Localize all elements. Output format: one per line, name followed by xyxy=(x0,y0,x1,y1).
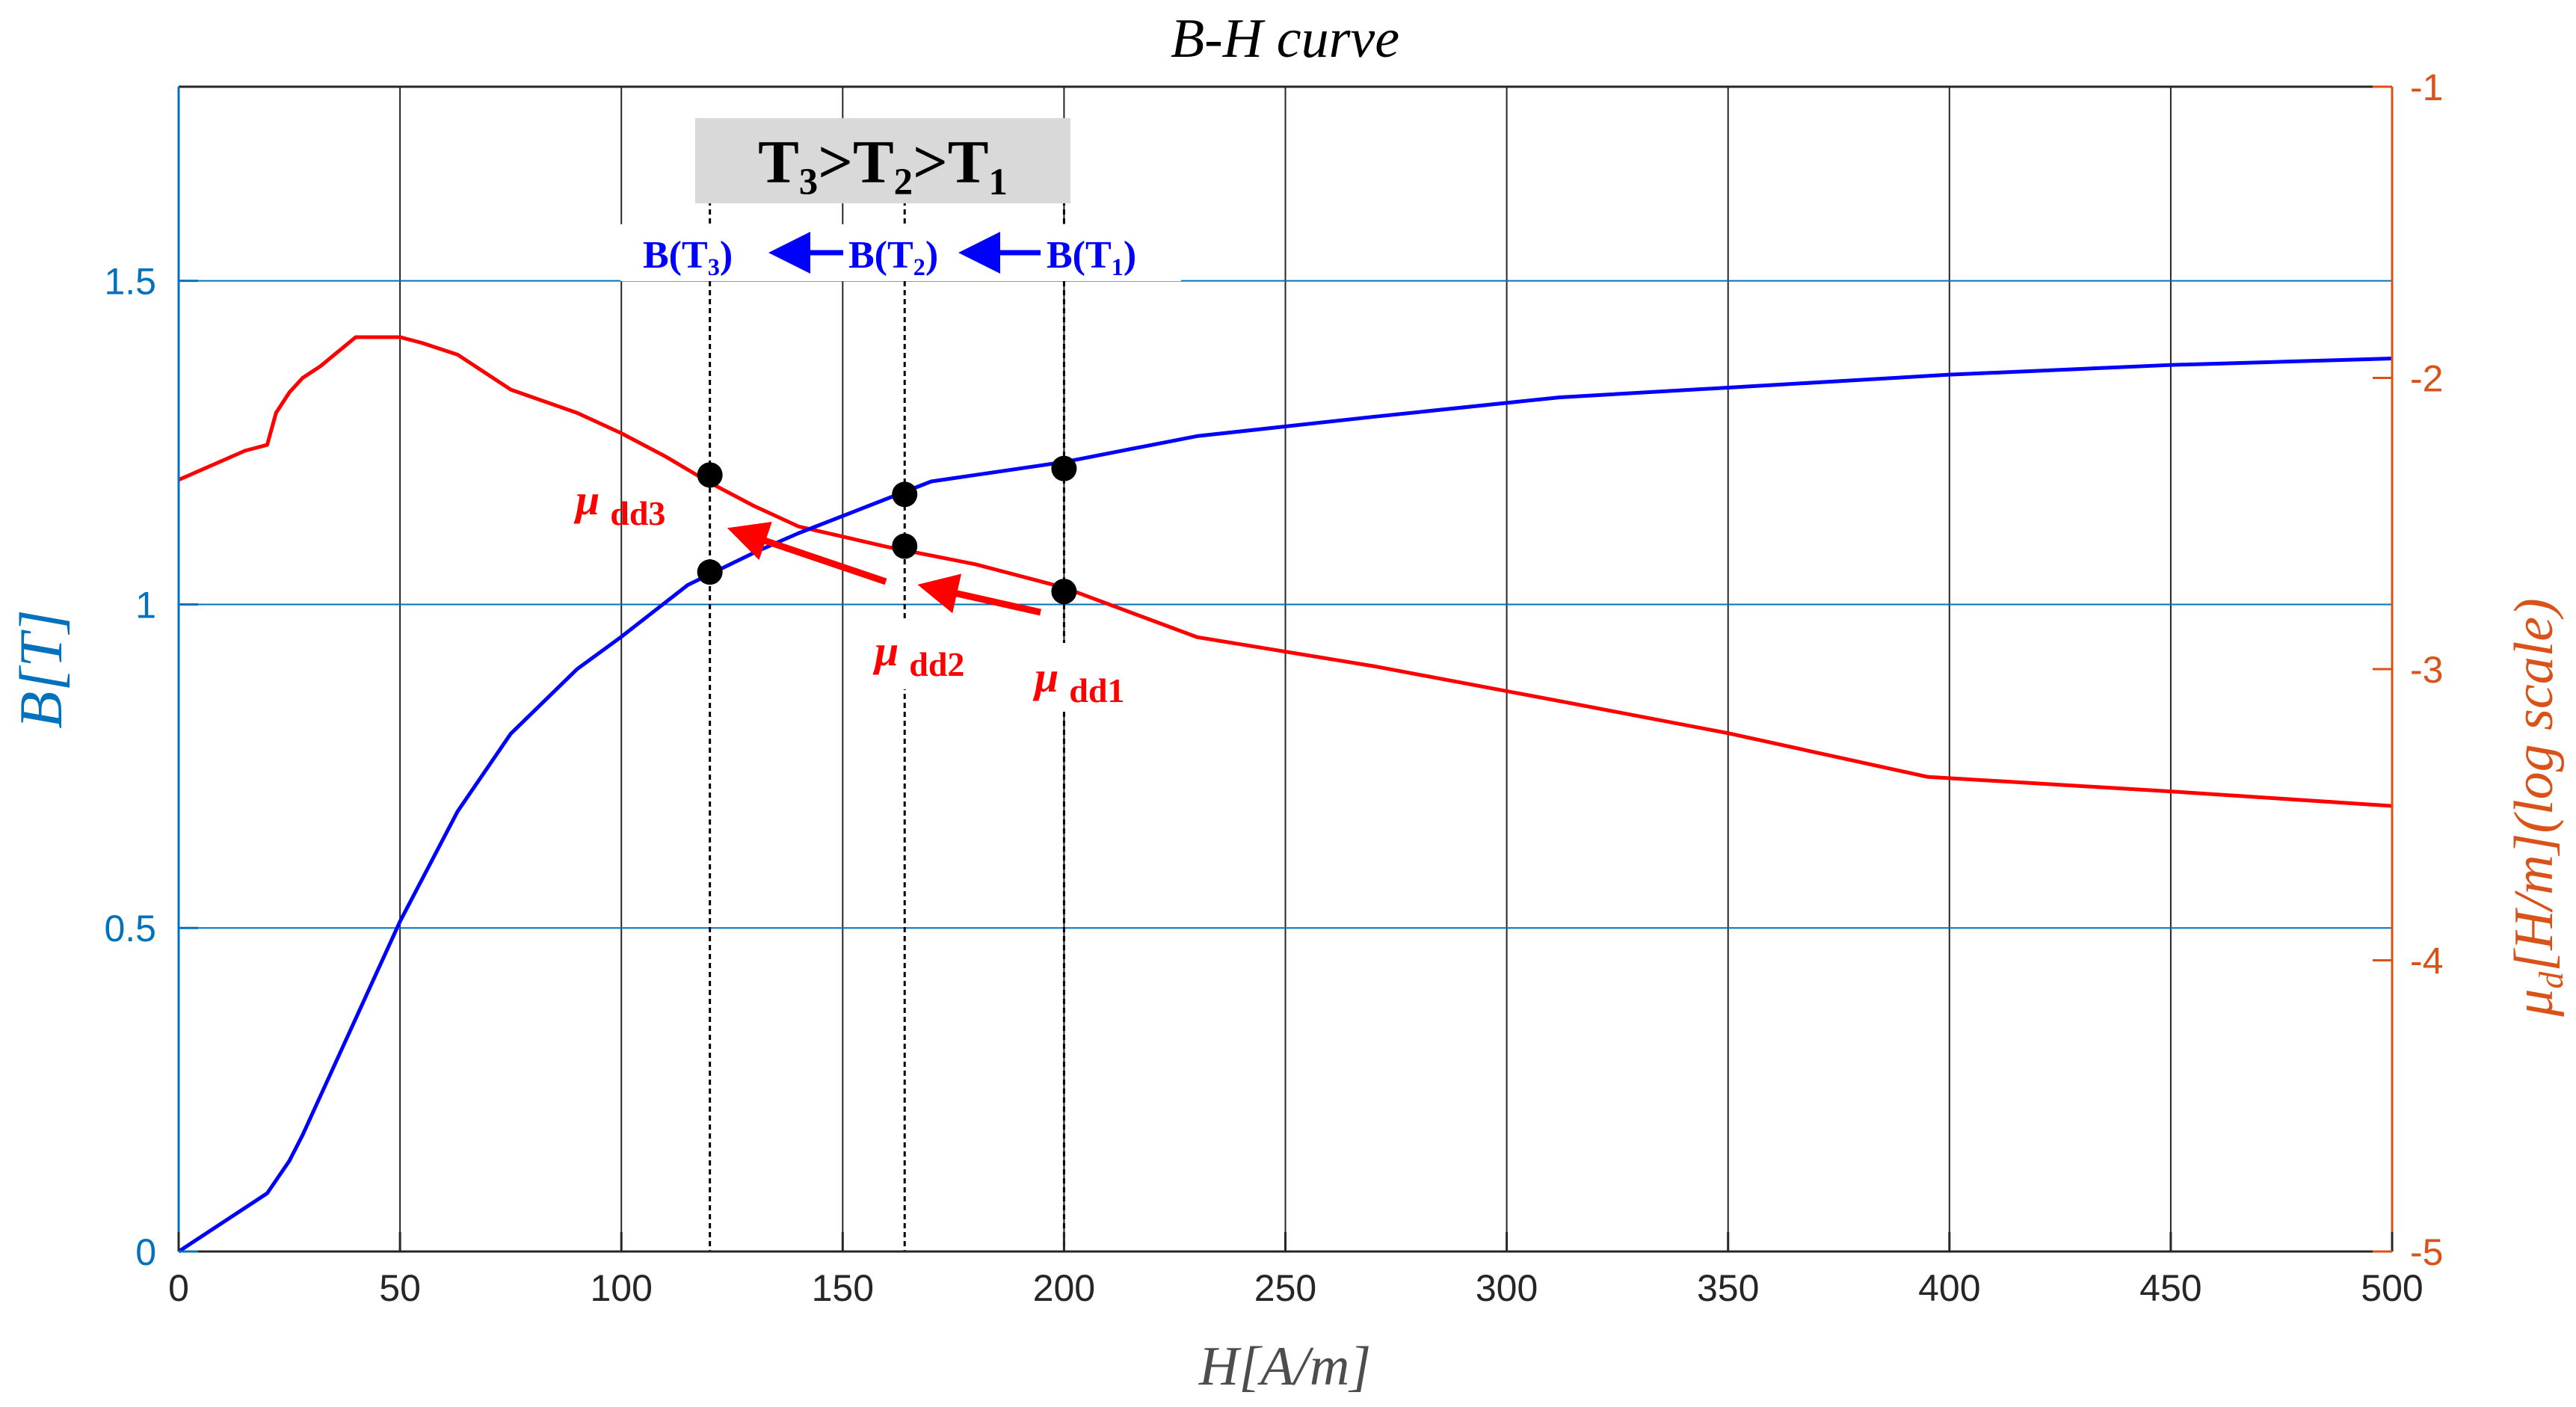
data-point xyxy=(697,462,723,488)
y-left-tick-label: 1 xyxy=(135,584,156,626)
temperature-order-label: T3>T2>T1 xyxy=(758,128,1008,203)
b-label-t1: B(T1) xyxy=(1047,234,1136,280)
mu-label-dd2-background xyxy=(852,622,979,689)
x-tick-label: 0 xyxy=(168,1267,189,1309)
mu-label-dd1: μ dd1 xyxy=(1032,653,1124,709)
y-right-tick-label: -1 xyxy=(2410,67,2443,108)
x-axis-label: H[A/m] xyxy=(1198,1336,1371,1397)
intersection-points xyxy=(697,455,1077,605)
mu-arrow-dd1-to-dd2 xyxy=(917,573,1041,616)
x-tick-label: 200 xyxy=(1033,1267,1095,1309)
y-left-tick-label: 0 xyxy=(135,1231,156,1273)
y-right-tick-label: -5 xyxy=(2410,1231,2443,1273)
x-tick-label: 400 xyxy=(1918,1267,1980,1309)
data-point xyxy=(1051,455,1077,481)
data-point xyxy=(892,533,918,559)
x-tick-label: 100 xyxy=(590,1267,652,1309)
x-tick-label: 250 xyxy=(1254,1267,1316,1309)
horizontal-gridlines xyxy=(179,280,2392,929)
data-point xyxy=(892,481,918,508)
y-left-tick-label: 1.5 xyxy=(104,261,156,303)
data-point xyxy=(697,559,723,585)
y-left-tick-label: 0.5 xyxy=(104,908,156,949)
chart-title: B-H curve xyxy=(1171,8,1399,70)
x-tick-label: 300 xyxy=(1476,1267,1538,1309)
mu-arrow-dd2-to-dd3 xyxy=(727,521,887,585)
y-right-tick-label: -4 xyxy=(2410,940,2443,982)
x-tick-label: 450 xyxy=(2139,1267,2201,1309)
x-tick-label: 500 xyxy=(2361,1267,2423,1309)
temperature-order-box xyxy=(695,118,1070,203)
data-point xyxy=(1051,579,1077,605)
b-labels-background xyxy=(620,224,1181,281)
y-right-tick-label: -3 xyxy=(2410,649,2443,691)
y-right-tick-label: -2 xyxy=(2410,358,2443,400)
axis-ticks: 0 50 100 150 200 250 300 350 400 450 500 0 0.5 1 1.5 -5… xyxy=(104,67,2443,1309)
b-label-t2: B(T2) xyxy=(848,234,938,280)
mu-curve-line xyxy=(177,335,2393,808)
y-axis-left-label: B[T] xyxy=(7,609,75,729)
mu-label-dd3: μ dd3 xyxy=(573,475,665,532)
x-tick-label: 150 xyxy=(812,1267,874,1309)
y-axis-right-label: μd[H/m](log scale) xyxy=(2503,598,2570,1017)
x-tick-label: 50 xyxy=(379,1267,421,1309)
b-label-t3: B(T3) xyxy=(643,234,733,280)
mu-label-dd2: μ dd2 xyxy=(872,626,964,683)
x-tick-label: 350 xyxy=(1697,1267,1759,1309)
mu-label-dd1-background xyxy=(1014,643,1156,712)
